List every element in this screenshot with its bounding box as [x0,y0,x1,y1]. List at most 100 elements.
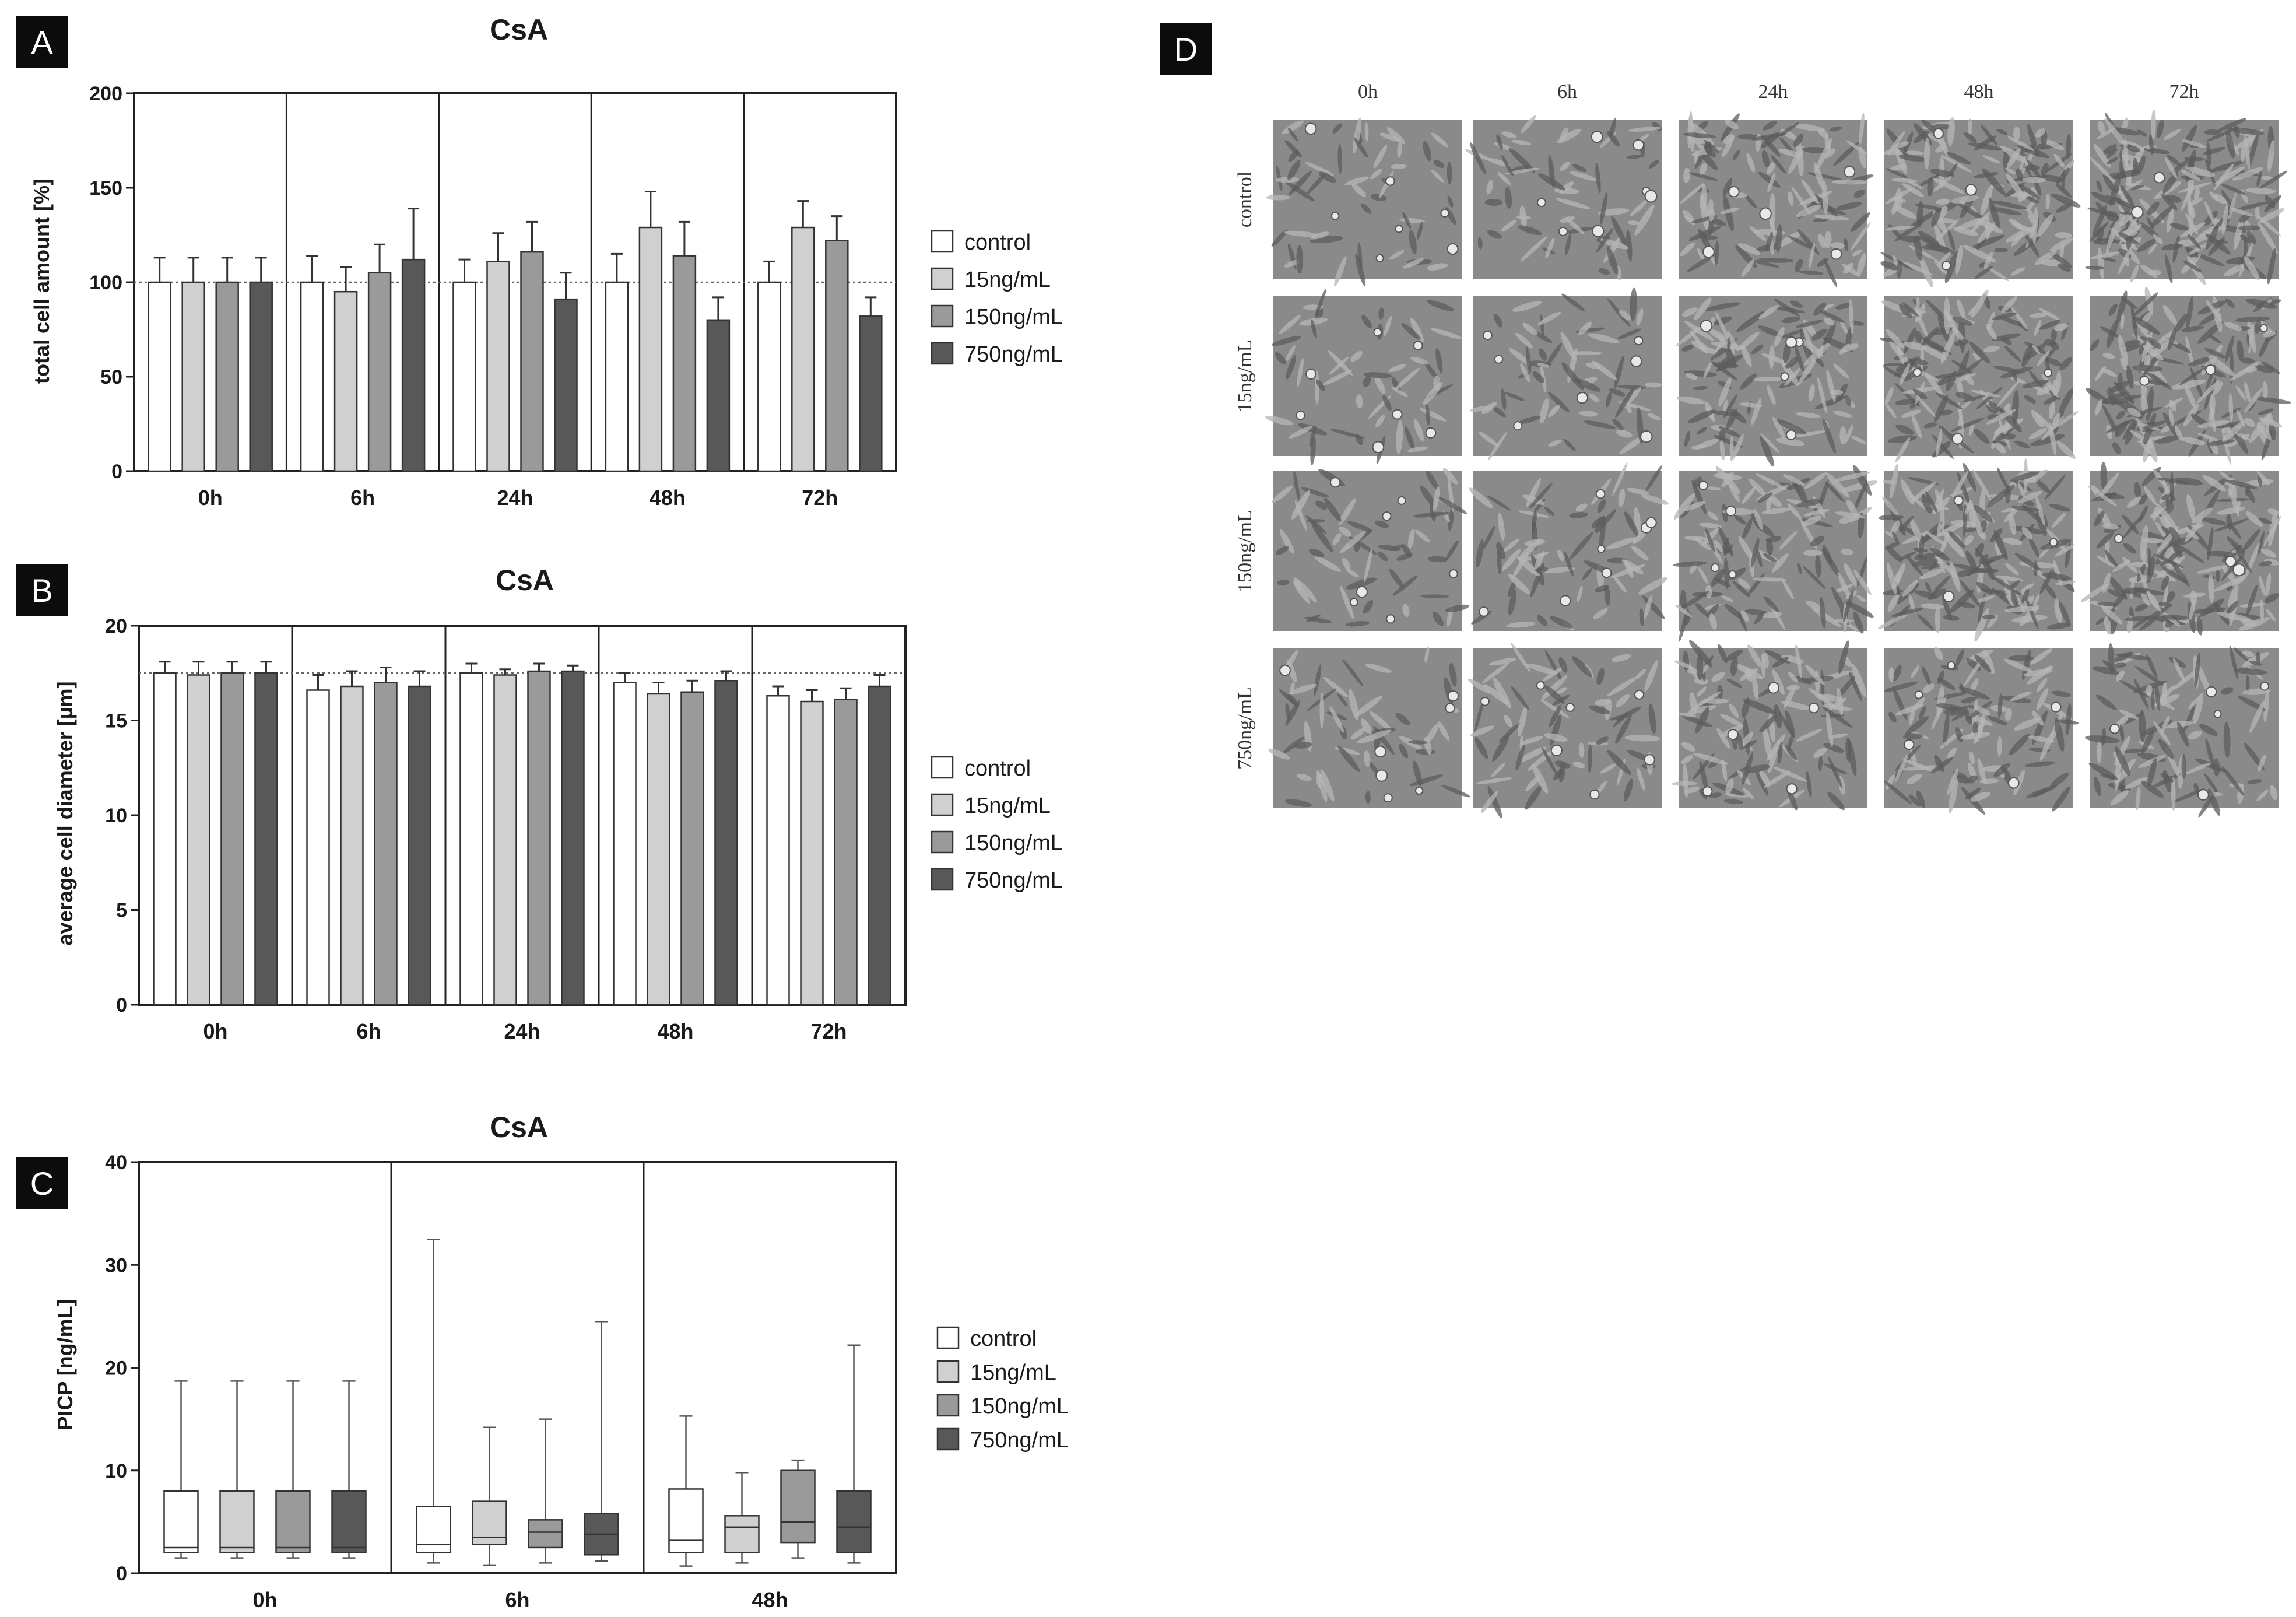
round-cell [1447,243,1459,255]
cell-shape [2188,730,2202,740]
cell-shape [1933,176,1952,192]
cell-shape [1983,650,1995,675]
y-axis-label: PICP [ng/mL] [53,1299,77,1430]
cell-shape [2093,143,2111,168]
cell-shape [1925,581,1932,593]
cell-shape [1286,355,1296,380]
cell-shape [2202,475,2226,492]
cell-shape [1296,578,1318,603]
cell-shape [2097,472,2120,501]
cell-shape [1501,155,1514,177]
cell-shape [2138,341,2147,355]
cell-shape [1529,482,1553,509]
cell-shape [2201,517,2227,525]
cell-shape [1578,321,1592,335]
cell-shape [1277,580,1290,585]
cell-shape [1973,429,1990,444]
cell-shape [2256,651,2260,664]
cell-shape [2048,402,2056,419]
round-cell [1305,369,1316,380]
cell-shape [1342,557,1350,570]
cell-shape [1689,640,1713,668]
cell-shape [1772,657,1789,668]
cell-shape [1645,465,1663,492]
cell-shape [2048,251,2073,268]
cell-shape [2003,658,2033,673]
cell-shape [1746,153,1756,173]
cell-shape [2221,190,2232,205]
cell-shape [1572,762,1585,769]
bar-150ng-ml [680,691,704,1006]
round-cell [1913,368,1922,377]
x-category-label: 48h [650,486,686,510]
cell-shape [1800,338,1824,357]
cell-shape [2168,327,2176,350]
round-cell [1634,336,1644,346]
cell-shape [1740,732,1753,748]
cell-shape [2018,184,2041,199]
cell-shape [2142,420,2167,430]
cell-shape [2161,615,2189,620]
round-cell [1591,131,1603,143]
cell-shape [2156,503,2179,533]
cell-shape [2237,340,2244,362]
cell-shape [1795,259,1803,272]
cell-shape [1891,531,1900,545]
cell-shape [1699,760,1709,794]
bar-15ng-ml [791,226,815,472]
cell-shape [1275,177,1300,183]
cell-shape [1323,370,1353,385]
cell-shape [1556,198,1591,209]
cell-shape [1561,293,1585,311]
cell-shape [1518,539,1541,560]
cell-shape [2157,119,2164,138]
cell-shape [1954,339,1969,346]
cell-shape [1988,198,2000,230]
round-cell [1698,480,1708,491]
cell-shape [2113,169,2140,180]
cell-shape [2256,471,2270,485]
micrograph-tile [2086,286,2291,465]
cell-shape [1715,311,1731,345]
cell-shape [1850,212,1870,233]
cell-shape [1384,315,1392,337]
cell-shape [2184,156,2204,162]
cell-shape [1610,713,1629,721]
cell-shape [1778,711,1793,736]
cell-shape [1969,568,2000,573]
cell-shape [1943,615,1960,621]
cell-shape [2228,127,2265,135]
cell-shape [1805,664,1825,685]
cell-shape [1574,378,1601,392]
cell-shape [1943,532,1965,558]
cell-shape [2188,234,2202,250]
cell-shape [1996,575,2024,582]
cell-shape [1824,317,1835,326]
cell-shape [2004,563,2019,576]
cell-shape [2148,598,2161,612]
cell-shape [1305,515,1326,534]
cell-shape [2096,180,2102,193]
cell-shape [1690,329,1708,354]
cell-shape [1606,537,1637,550]
cell-shape [2039,320,2060,330]
cell-shape [1837,202,1862,211]
bar-15ng-ml [187,674,210,1006]
cell-shape [1917,613,1935,630]
cell-shape [1504,167,1540,174]
cell-shape [2208,408,2216,422]
cell-shape [1710,411,1741,417]
cell-shape [2242,650,2255,657]
cell-shape [2106,419,2134,433]
cell-shape [2017,320,2029,332]
cell-shape [1695,707,1709,734]
cell-shape [1722,178,1733,197]
cell-shape [1785,745,1797,760]
bar-750ng-ml [401,258,426,472]
cell-shape [2055,203,2073,213]
cell-shape [1742,787,1754,799]
round-cell [1645,517,1657,528]
cell-shape [1773,767,1808,782]
cell-shape [1936,703,1964,711]
